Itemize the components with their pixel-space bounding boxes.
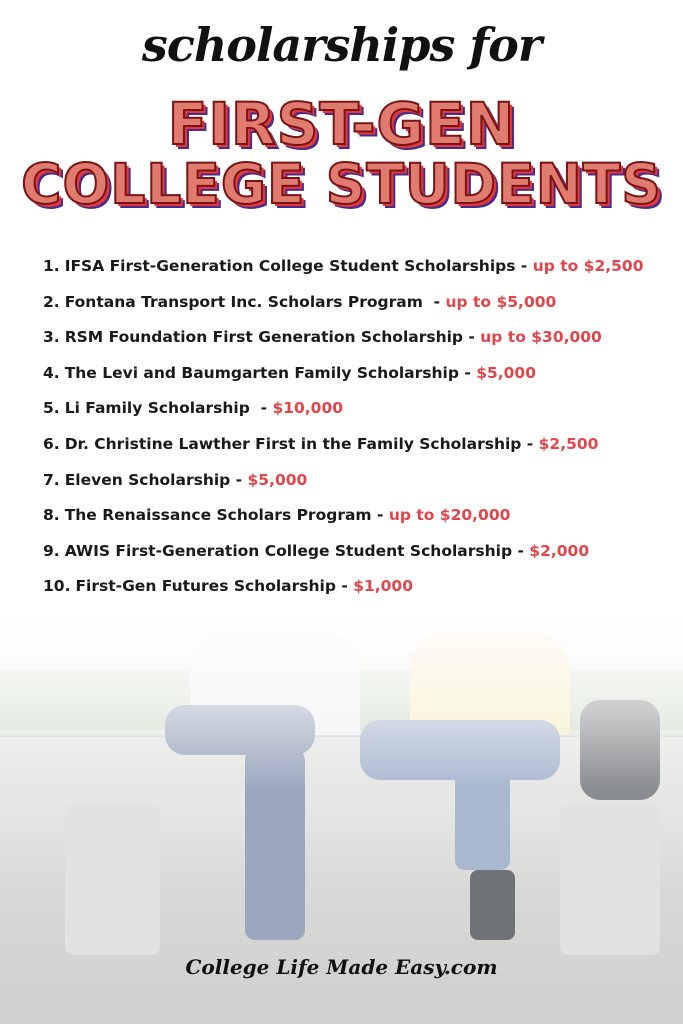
scholarship-amount: up to $5,000 xyxy=(445,292,557,311)
list-item: 5. Li Family Scholarship - $10,000 xyxy=(43,399,644,435)
scholarship-amount: $2,000 xyxy=(529,541,590,560)
separator: - xyxy=(515,257,533,275)
separator: - xyxy=(521,434,539,453)
list-item: 1. IFSA First-Generation College Student … xyxy=(43,257,644,293)
bench-leg-left xyxy=(65,805,160,955)
list-item: 6. Dr. Christine Lawther First in the Fam… xyxy=(43,435,644,471)
scholarship-number: 6. xyxy=(43,434,60,453)
separator: - xyxy=(371,506,389,525)
scholarship-number: 4. xyxy=(43,363,60,382)
scholarship-name: First-Gen Futures Scholarship xyxy=(75,577,336,596)
scholarship-number: 9. xyxy=(43,541,60,560)
separator: - xyxy=(422,292,446,311)
list-item: 9. AWIS First-Generation College Student … xyxy=(43,542,644,578)
list-item: 3. RSM Foundation First Generation Schola… xyxy=(43,328,644,364)
scholarship-number: 8. xyxy=(43,506,60,525)
separator: - xyxy=(230,470,248,489)
scholarship-name: IFSA First-Generation College Student Sc… xyxy=(64,257,516,275)
brand-footer: College Life Made Easy.com xyxy=(185,955,498,979)
scholarship-number: 10. xyxy=(43,577,71,596)
scholarship-name: Fontana Transport Inc. Scholars Program xyxy=(64,292,423,311)
scholarship-name: The Levi and Baumgarten Family Scholarsh… xyxy=(64,363,459,382)
script-title: scholarships for xyxy=(141,18,542,72)
scholarship-amount: up to $20,000 xyxy=(388,506,511,525)
scholarship-name: Dr. Christine Lawther First in the Famil… xyxy=(64,434,522,453)
separator: - xyxy=(463,328,481,347)
list-item: 2. Fontana Transport Inc. Scholars Progra… xyxy=(43,293,644,329)
scholarship-amount: $2,500 xyxy=(538,434,599,453)
scholarship-amount: $1,000 xyxy=(353,577,414,596)
scholarship-amount: $5,000 xyxy=(476,363,537,382)
list-item: 8. The Renaissance Scholars Program - up … xyxy=(43,506,644,542)
scholarship-list: 1. IFSA First-Generation College Student … xyxy=(43,257,644,613)
list-item: 7. Eleven Scholarship - $5,000 xyxy=(43,471,644,507)
scholarship-name: Eleven Scholarship xyxy=(64,470,231,489)
scholarship-name: RSM Foundation First Generation Scholars… xyxy=(64,328,464,347)
scholarship-amount: $10,000 xyxy=(272,399,344,418)
bench-leg-right xyxy=(560,805,660,955)
title-line-1: FIRST-GEN xyxy=(167,90,516,158)
scholarship-number: 5. xyxy=(43,399,60,418)
scholarship-number: 3. xyxy=(43,328,60,347)
boot xyxy=(470,870,515,940)
separator: - xyxy=(512,541,530,560)
scholarship-name: AWIS First-Generation College Student Sc… xyxy=(64,541,513,560)
title-line-2: COLLEGE STUDENTS xyxy=(20,152,662,216)
scholarship-amount: up to $30,000 xyxy=(480,328,602,347)
scholarship-amount: $5,000 xyxy=(247,470,308,489)
scholarship-name: The Renaissance Scholars Program xyxy=(64,506,372,525)
scholarship-amount: up to $2,500 xyxy=(532,257,644,275)
list-item: 4. The Levi and Baumgarten Family Scholar… xyxy=(43,364,644,400)
scholarship-number: 1. xyxy=(43,257,60,275)
list-item: 10. First-Gen Futures Scholarship - $1,00… xyxy=(43,577,644,613)
scholarship-name: Li Family Scholarship xyxy=(64,399,250,418)
separator: - xyxy=(249,399,273,418)
scholarship-number: 7. xyxy=(43,470,60,489)
scholarship-number: 2. xyxy=(43,292,60,311)
white-fade-overlay xyxy=(0,590,683,790)
separator: - xyxy=(335,577,354,596)
separator: - xyxy=(458,363,477,382)
background-photo-students-on-bench xyxy=(0,590,683,1024)
